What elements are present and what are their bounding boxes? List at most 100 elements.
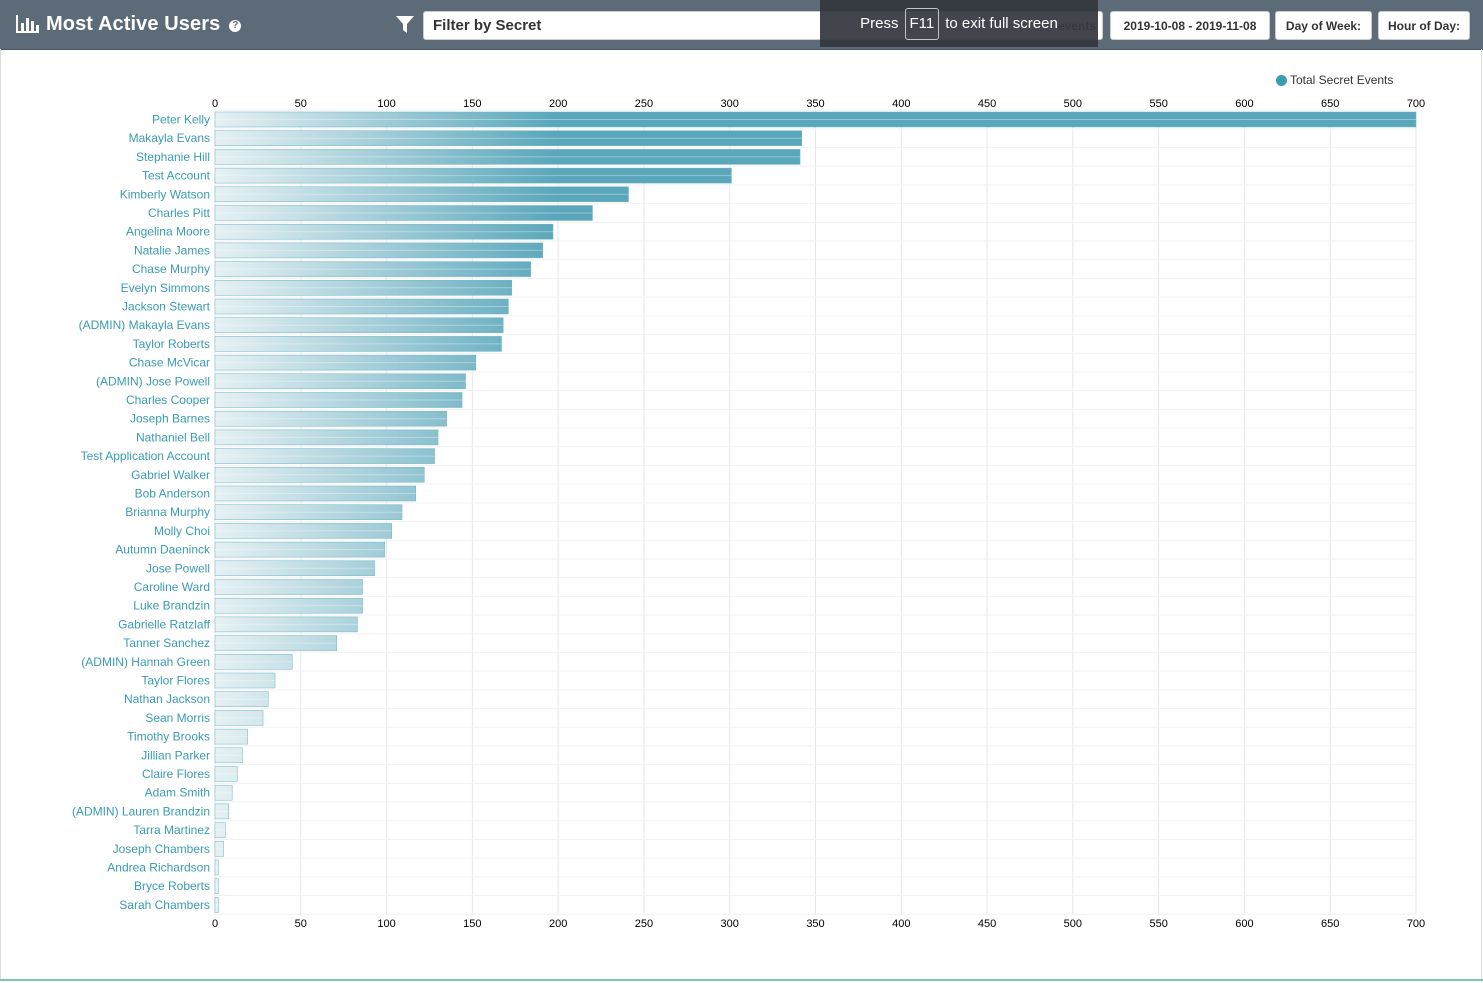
category-label-42[interactable]: Sarah Chambers — [119, 898, 210, 912]
category-label-5[interactable]: Charles Pitt — [148, 206, 211, 220]
bar-37[interactable] — [214, 803, 229, 820]
category-label-11[interactable]: (ADMIN) Makayla Evans — [79, 318, 210, 332]
x-tick-label-bottom-14: 700 — [1407, 918, 1425, 930]
category-label-22[interactable]: Molly Choi — [154, 524, 210, 538]
bar-17[interactable] — [214, 429, 439, 446]
category-label-33[interactable]: Timothy Brooks — [127, 730, 210, 744]
x-tick-label-bottom-10: 500 — [1064, 918, 1082, 930]
bar-9[interactable] — [214, 280, 513, 296]
bar-30[interactable] — [214, 672, 276, 689]
bar-25[interactable] — [214, 579, 363, 595]
bar-1[interactable] — [214, 130, 803, 146]
bar-0[interactable] — [214, 111, 1417, 128]
category-label-36[interactable]: Adam Smith — [145, 786, 210, 800]
question-circle-icon[interactable]: ? — [229, 20, 242, 32]
bar-13[interactable] — [214, 354, 477, 371]
bar-7[interactable] — [214, 242, 543, 259]
bar-23[interactable] — [214, 541, 386, 558]
bar-41[interactable] — [214, 878, 219, 894]
bar-18[interactable] — [214, 448, 435, 464]
chart-legend[interactable]: Total Secret Events — [1276, 73, 1393, 87]
category-label-34[interactable]: Jillian Parker — [141, 748, 210, 762]
bar-chart-icon — [16, 15, 39, 33]
bar-3[interactable] — [214, 167, 732, 184]
bar-4[interactable] — [214, 186, 629, 203]
category-label-21[interactable]: Brianna Murphy — [125, 505, 210, 519]
category-label-31[interactable]: Nathan Jackson — [124, 692, 210, 706]
bar-14[interactable] — [214, 373, 466, 390]
category-label-41[interactable]: Bryce Roberts — [134, 879, 210, 893]
bar-27[interactable] — [214, 616, 358, 633]
category-label-24[interactable]: Jose Powell — [146, 561, 210, 575]
category-label-15[interactable]: Charles Cooper — [126, 393, 210, 407]
bar-11[interactable] — [214, 317, 504, 333]
category-label-38[interactable]: Tarra Martinez — [133, 823, 210, 837]
bar-42[interactable] — [214, 897, 219, 913]
bar-38[interactable] — [214, 822, 226, 838]
bar-40[interactable] — [214, 859, 219, 876]
bar-24[interactable] — [214, 560, 375, 577]
bar-39[interactable] — [214, 841, 224, 857]
category-label-28[interactable]: Tanner Sanchez — [123, 636, 210, 650]
category-label-8[interactable]: Chase Murphy — [132, 262, 210, 276]
category-label-25[interactable]: Caroline Ward — [134, 580, 210, 594]
bar-31[interactable] — [214, 691, 269, 707]
category-label-14[interactable]: (ADMIN) Jose Powell — [96, 374, 210, 388]
category-label-35[interactable]: Claire Flores — [142, 767, 210, 781]
category-label-1[interactable]: Makayla Evans — [129, 131, 210, 145]
category-label-13[interactable]: Chase McVicar — [129, 356, 210, 370]
category-label-4[interactable]: Kimberly Watson — [120, 187, 210, 201]
bar-6[interactable] — [214, 223, 554, 240]
date-range-button[interactable]: 2019-10-08 - 2019-11-08 — [1110, 11, 1270, 40]
x-tick-label-bottom-11: 550 — [1149, 918, 1167, 930]
category-label-19[interactable]: Gabriel Walker — [131, 468, 210, 482]
bar-19[interactable] — [214, 467, 425, 483]
category-label-27[interactable]: Gabrielle Ratzlaff — [118, 617, 210, 631]
bar-8[interactable] — [214, 261, 531, 277]
category-label-16[interactable]: Joseph Barnes — [130, 412, 210, 426]
bar-15[interactable] — [214, 392, 463, 408]
category-label-2[interactable]: Stephanie Hill — [136, 150, 210, 164]
bar-16[interactable] — [214, 410, 447, 427]
category-label-29[interactable]: (ADMIN) Hannah Green — [81, 655, 210, 669]
category-label-32[interactable]: Sean Morris — [145, 711, 210, 725]
category-label-40[interactable]: Andrea Richardson — [107, 861, 210, 875]
bar-22[interactable] — [214, 523, 392, 539]
bar-34[interactable] — [214, 747, 243, 764]
bar-5[interactable] — [214, 205, 593, 221]
bar-12[interactable] — [214, 336, 502, 352]
day-of-week-button[interactable]: Day of Week: — [1275, 11, 1372, 40]
x-tick-label-top-2: 100 — [377, 98, 395, 110]
category-label-7[interactable]: Natalie James — [134, 243, 210, 257]
category-label-9[interactable]: Evelyn Simmons — [121, 281, 210, 295]
category-label-39[interactable]: Joseph Chambers — [113, 842, 210, 856]
bar-32[interactable] — [214, 710, 264, 726]
category-label-12[interactable]: Taylor Roberts — [133, 337, 210, 351]
fullscreen-message: to exit full screen — [945, 15, 1058, 32]
category-label-10[interactable]: Jackson Stewart — [122, 300, 211, 314]
x-tick-label-bottom-1: 50 — [295, 918, 307, 930]
category-label-20[interactable]: Bob Anderson — [135, 487, 210, 501]
category-label-18[interactable]: Test Application Account — [81, 449, 211, 463]
bar-20[interactable] — [214, 485, 416, 502]
bar-36[interactable] — [214, 784, 233, 801]
bar-28[interactable] — [214, 635, 338, 651]
fullscreen-notice: Press F11 to exit full screen — [820, 0, 1098, 47]
bar-29[interactable] — [214, 654, 293, 670]
bar-33[interactable] — [214, 728, 248, 745]
category-label-0[interactable]: Peter Kelly — [152, 113, 210, 127]
hour-of-day-button[interactable]: Hour of Day: — [1378, 11, 1470, 40]
category-label-6[interactable]: Angelina Moore — [126, 225, 210, 239]
bar-21[interactable] — [214, 504, 403, 520]
x-tick-label-top-3: 150 — [463, 98, 481, 110]
category-label-37[interactable]: (ADMIN) Lauren Brandzin — [72, 804, 210, 818]
bar-35[interactable] — [214, 766, 238, 782]
category-label-30[interactable]: Taylor Flores — [141, 674, 210, 688]
bar-2[interactable] — [214, 149, 801, 165]
category-label-3[interactable]: Test Account — [142, 169, 211, 183]
bar-10[interactable] — [214, 298, 509, 315]
category-label-23[interactable]: Autumn Daeninck — [115, 543, 211, 557]
bar-26[interactable] — [214, 597, 363, 614]
category-label-26[interactable]: Luke Brandzin — [133, 599, 210, 613]
category-label-17[interactable]: Nathaniel Bell — [136, 430, 210, 444]
